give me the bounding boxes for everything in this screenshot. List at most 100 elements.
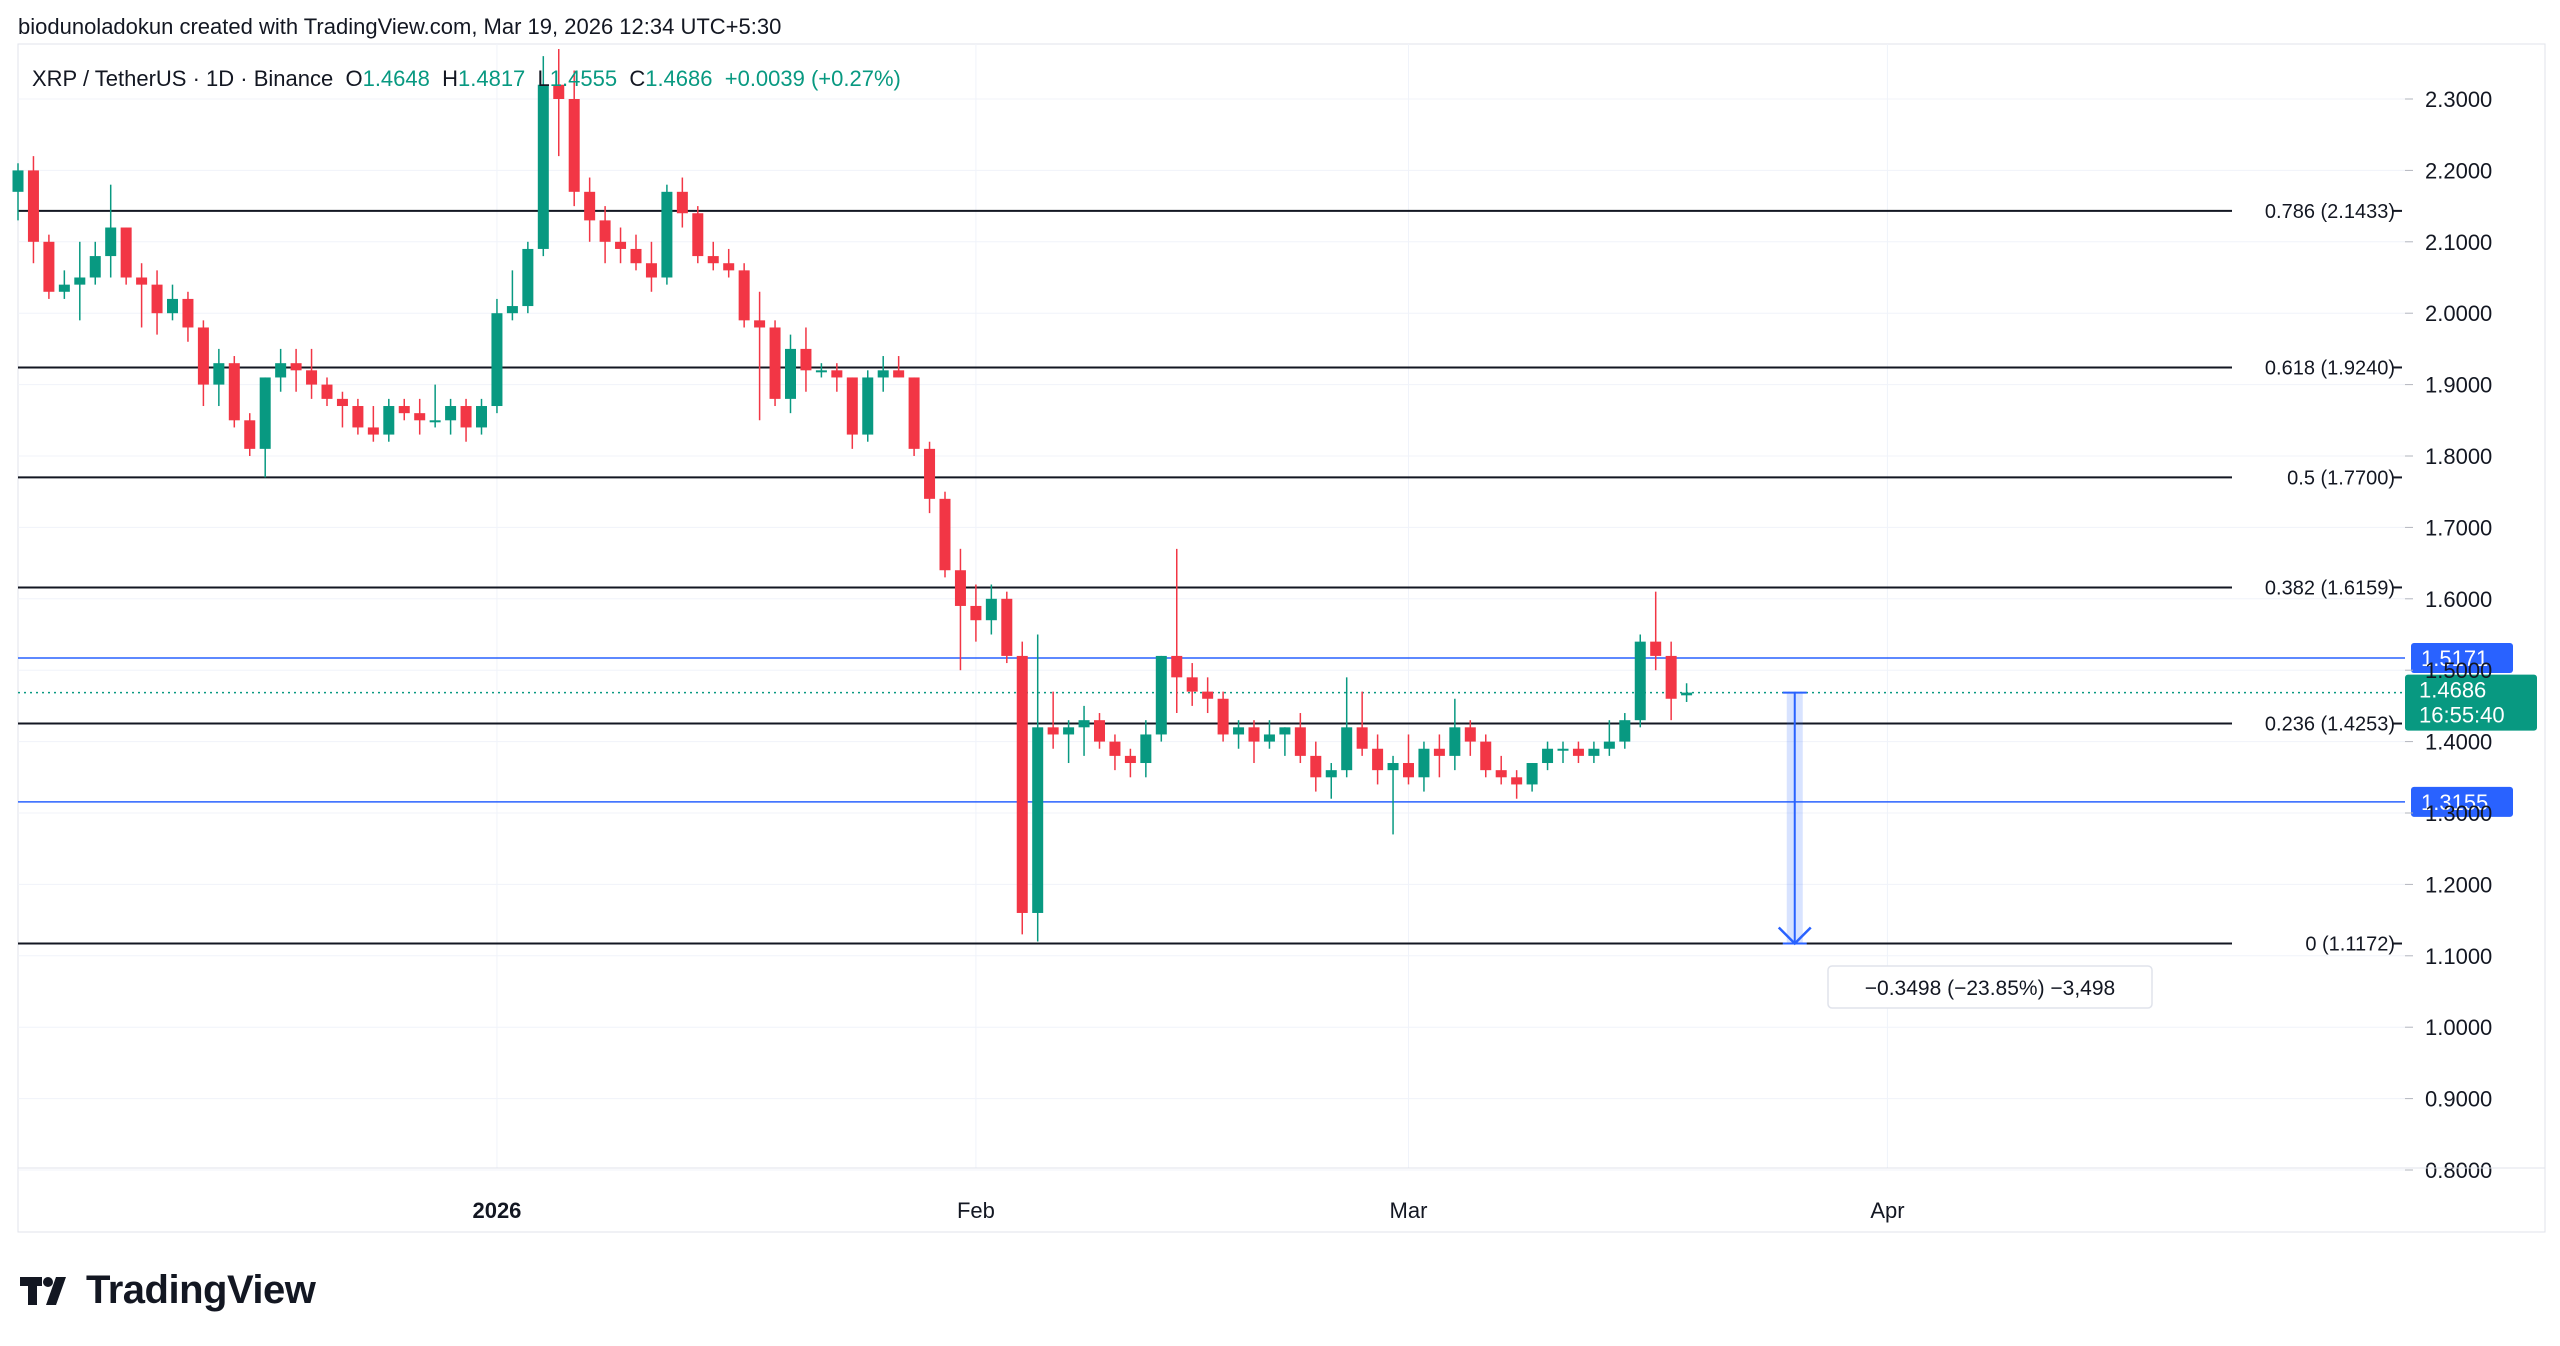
candle-body-down bbox=[290, 363, 302, 371]
candle-body-up bbox=[1387, 763, 1399, 771]
y-axis-tick-label: 1.2000 bbox=[2425, 872, 2492, 897]
candle-body-up bbox=[1155, 655, 1167, 735]
candle-body-up bbox=[167, 298, 178, 314]
tradingview-logo[interactable]: TradingView bbox=[20, 1268, 316, 1313]
y-axis-tick-label: 1.9000 bbox=[2425, 373, 2492, 398]
candle-body-down bbox=[1665, 655, 1677, 699]
candle-body-up bbox=[985, 598, 997, 621]
horizontal-line-price-label: 1.3155 bbox=[2421, 790, 2488, 815]
candle-body-up bbox=[1341, 727, 1353, 771]
legend-low-value: 1.4555 bbox=[549, 66, 618, 91]
candle-body-up bbox=[1634, 641, 1646, 721]
current-price-label: 1.4686 bbox=[2419, 678, 2486, 703]
candle-body-down bbox=[120, 227, 132, 278]
horizontal-line-price-tag bbox=[2411, 786, 2513, 817]
candle-body-down bbox=[630, 248, 642, 264]
candle-body-up bbox=[1263, 734, 1275, 742]
candle-body-up bbox=[522, 248, 534, 307]
candle-body-up bbox=[1063, 727, 1075, 735]
candle-body-down bbox=[1094, 720, 1105, 742]
candle-body-up bbox=[661, 191, 673, 278]
candle-body-down bbox=[27, 170, 39, 242]
horizontal-line-price-tag bbox=[2411, 642, 2513, 673]
candle-body-down bbox=[1294, 727, 1306, 756]
candle-body-down bbox=[306, 370, 318, 385]
candle-body-down bbox=[615, 241, 627, 249]
y-axis-tick-label: 2.1000 bbox=[2425, 230, 2492, 255]
candle-body-down bbox=[1572, 748, 1584, 756]
candle-body-up bbox=[12, 170, 24, 192]
y-axis-tick-label: 1.6000 bbox=[2425, 587, 2492, 612]
candle-body-up bbox=[1588, 748, 1600, 756]
candle-body-up bbox=[785, 348, 796, 399]
candle-body-down bbox=[1202, 691, 1214, 699]
candle-body-down bbox=[460, 406, 472, 428]
legend-open-label: O bbox=[345, 66, 363, 91]
candle-body-up bbox=[383, 406, 395, 435]
candle-body-up bbox=[1449, 727, 1461, 756]
tradingview-logo-text: TradingView bbox=[86, 1268, 316, 1312]
candle-body-down bbox=[893, 370, 905, 378]
candle-body-down bbox=[182, 298, 194, 328]
candle-body-up bbox=[1279, 727, 1291, 735]
y-axis-tick-label: 0.8000 bbox=[2425, 1158, 2492, 1183]
candle-body-down bbox=[244, 420, 256, 449]
y-axis-tick-label: 1.7000 bbox=[2425, 515, 2492, 540]
y-axis-tick-label: 2.3000 bbox=[2425, 87, 2492, 112]
current-price-countdown: 16:55:40 bbox=[2419, 703, 2505, 728]
candle-body-down bbox=[939, 498, 951, 571]
candle-body-down bbox=[908, 377, 920, 449]
fib-level-label: 0.382 (1.6159) bbox=[2265, 577, 2395, 599]
candle-body-down bbox=[1433, 748, 1445, 756]
candle-body-down bbox=[1650, 641, 1662, 656]
candle-body-up bbox=[213, 363, 225, 385]
tradingview-logo-icon bbox=[20, 1276, 66, 1305]
grid-lines bbox=[17, 43, 2546, 1233]
candlesticks bbox=[12, 49, 1693, 942]
candle-body-down bbox=[553, 84, 565, 99]
candle-body-down bbox=[676, 191, 688, 214]
candle-body-down bbox=[970, 605, 982, 621]
candle-body-up bbox=[1619, 720, 1631, 742]
candle-body-up bbox=[1681, 692, 1693, 696]
x-axis-tick-label: Feb bbox=[957, 1198, 995, 1223]
y-axis-tick-label: 1.3000 bbox=[2425, 801, 2492, 826]
candle-body-up bbox=[1233, 727, 1245, 735]
candle-body-up bbox=[815, 370, 827, 373]
candle-body-down bbox=[954, 570, 966, 606]
legend-symbol: XRP / TetherUS · 1D · Binance bbox=[32, 66, 334, 91]
candle-body-up bbox=[877, 370, 889, 378]
candle-body-down bbox=[1217, 698, 1229, 735]
symbol-legend: XRP / TetherUS · 1D · Binance O 1.4648 H… bbox=[32, 66, 901, 92]
candle-body-down bbox=[151, 284, 163, 314]
candle-body-down bbox=[1016, 655, 1028, 913]
candle-body-down bbox=[924, 448, 936, 499]
candle-body-down bbox=[1171, 655, 1183, 678]
legend-close-value: 1.4686 bbox=[645, 66, 713, 91]
candle-body-down bbox=[1495, 770, 1507, 778]
legend-low-label: L bbox=[537, 66, 550, 91]
candle-body-up bbox=[259, 377, 271, 449]
candle-body-down bbox=[398, 406, 410, 414]
candle-body-up bbox=[1557, 748, 1569, 751]
candle-body-down bbox=[723, 263, 735, 271]
candle-body-down bbox=[414, 413, 426, 421]
y-axis-tick-label: 0.9000 bbox=[2425, 1087, 2492, 1112]
candle-body-down bbox=[336, 398, 348, 407]
y-axis-tick-label: 1.0000 bbox=[2425, 1015, 2492, 1040]
candle-body-up bbox=[506, 306, 518, 314]
candle-body-up bbox=[1032, 727, 1044, 913]
price-range-measure[interactable]: −0.3498 (−23.85%) −3,498 bbox=[1777, 691, 2153, 1009]
candle-body-down bbox=[1124, 755, 1136, 764]
candle-body-up bbox=[89, 256, 101, 278]
x-axis-tick-label: 2026 bbox=[472, 1198, 521, 1223]
candle-body-down bbox=[754, 320, 766, 328]
horizontal-line-price-label: 1.5171 bbox=[2421, 646, 2488, 671]
fib-level-label: 0.618 (1.9240) bbox=[2265, 357, 2395, 379]
fib-level-label: 0.5 (1.7700) bbox=[2287, 467, 2395, 489]
candle-body-up bbox=[74, 277, 86, 285]
fib-level-label: 0.786 (2.1433) bbox=[2265, 201, 2395, 223]
candle-body-up bbox=[1325, 770, 1337, 778]
candle-body-up bbox=[476, 406, 487, 428]
